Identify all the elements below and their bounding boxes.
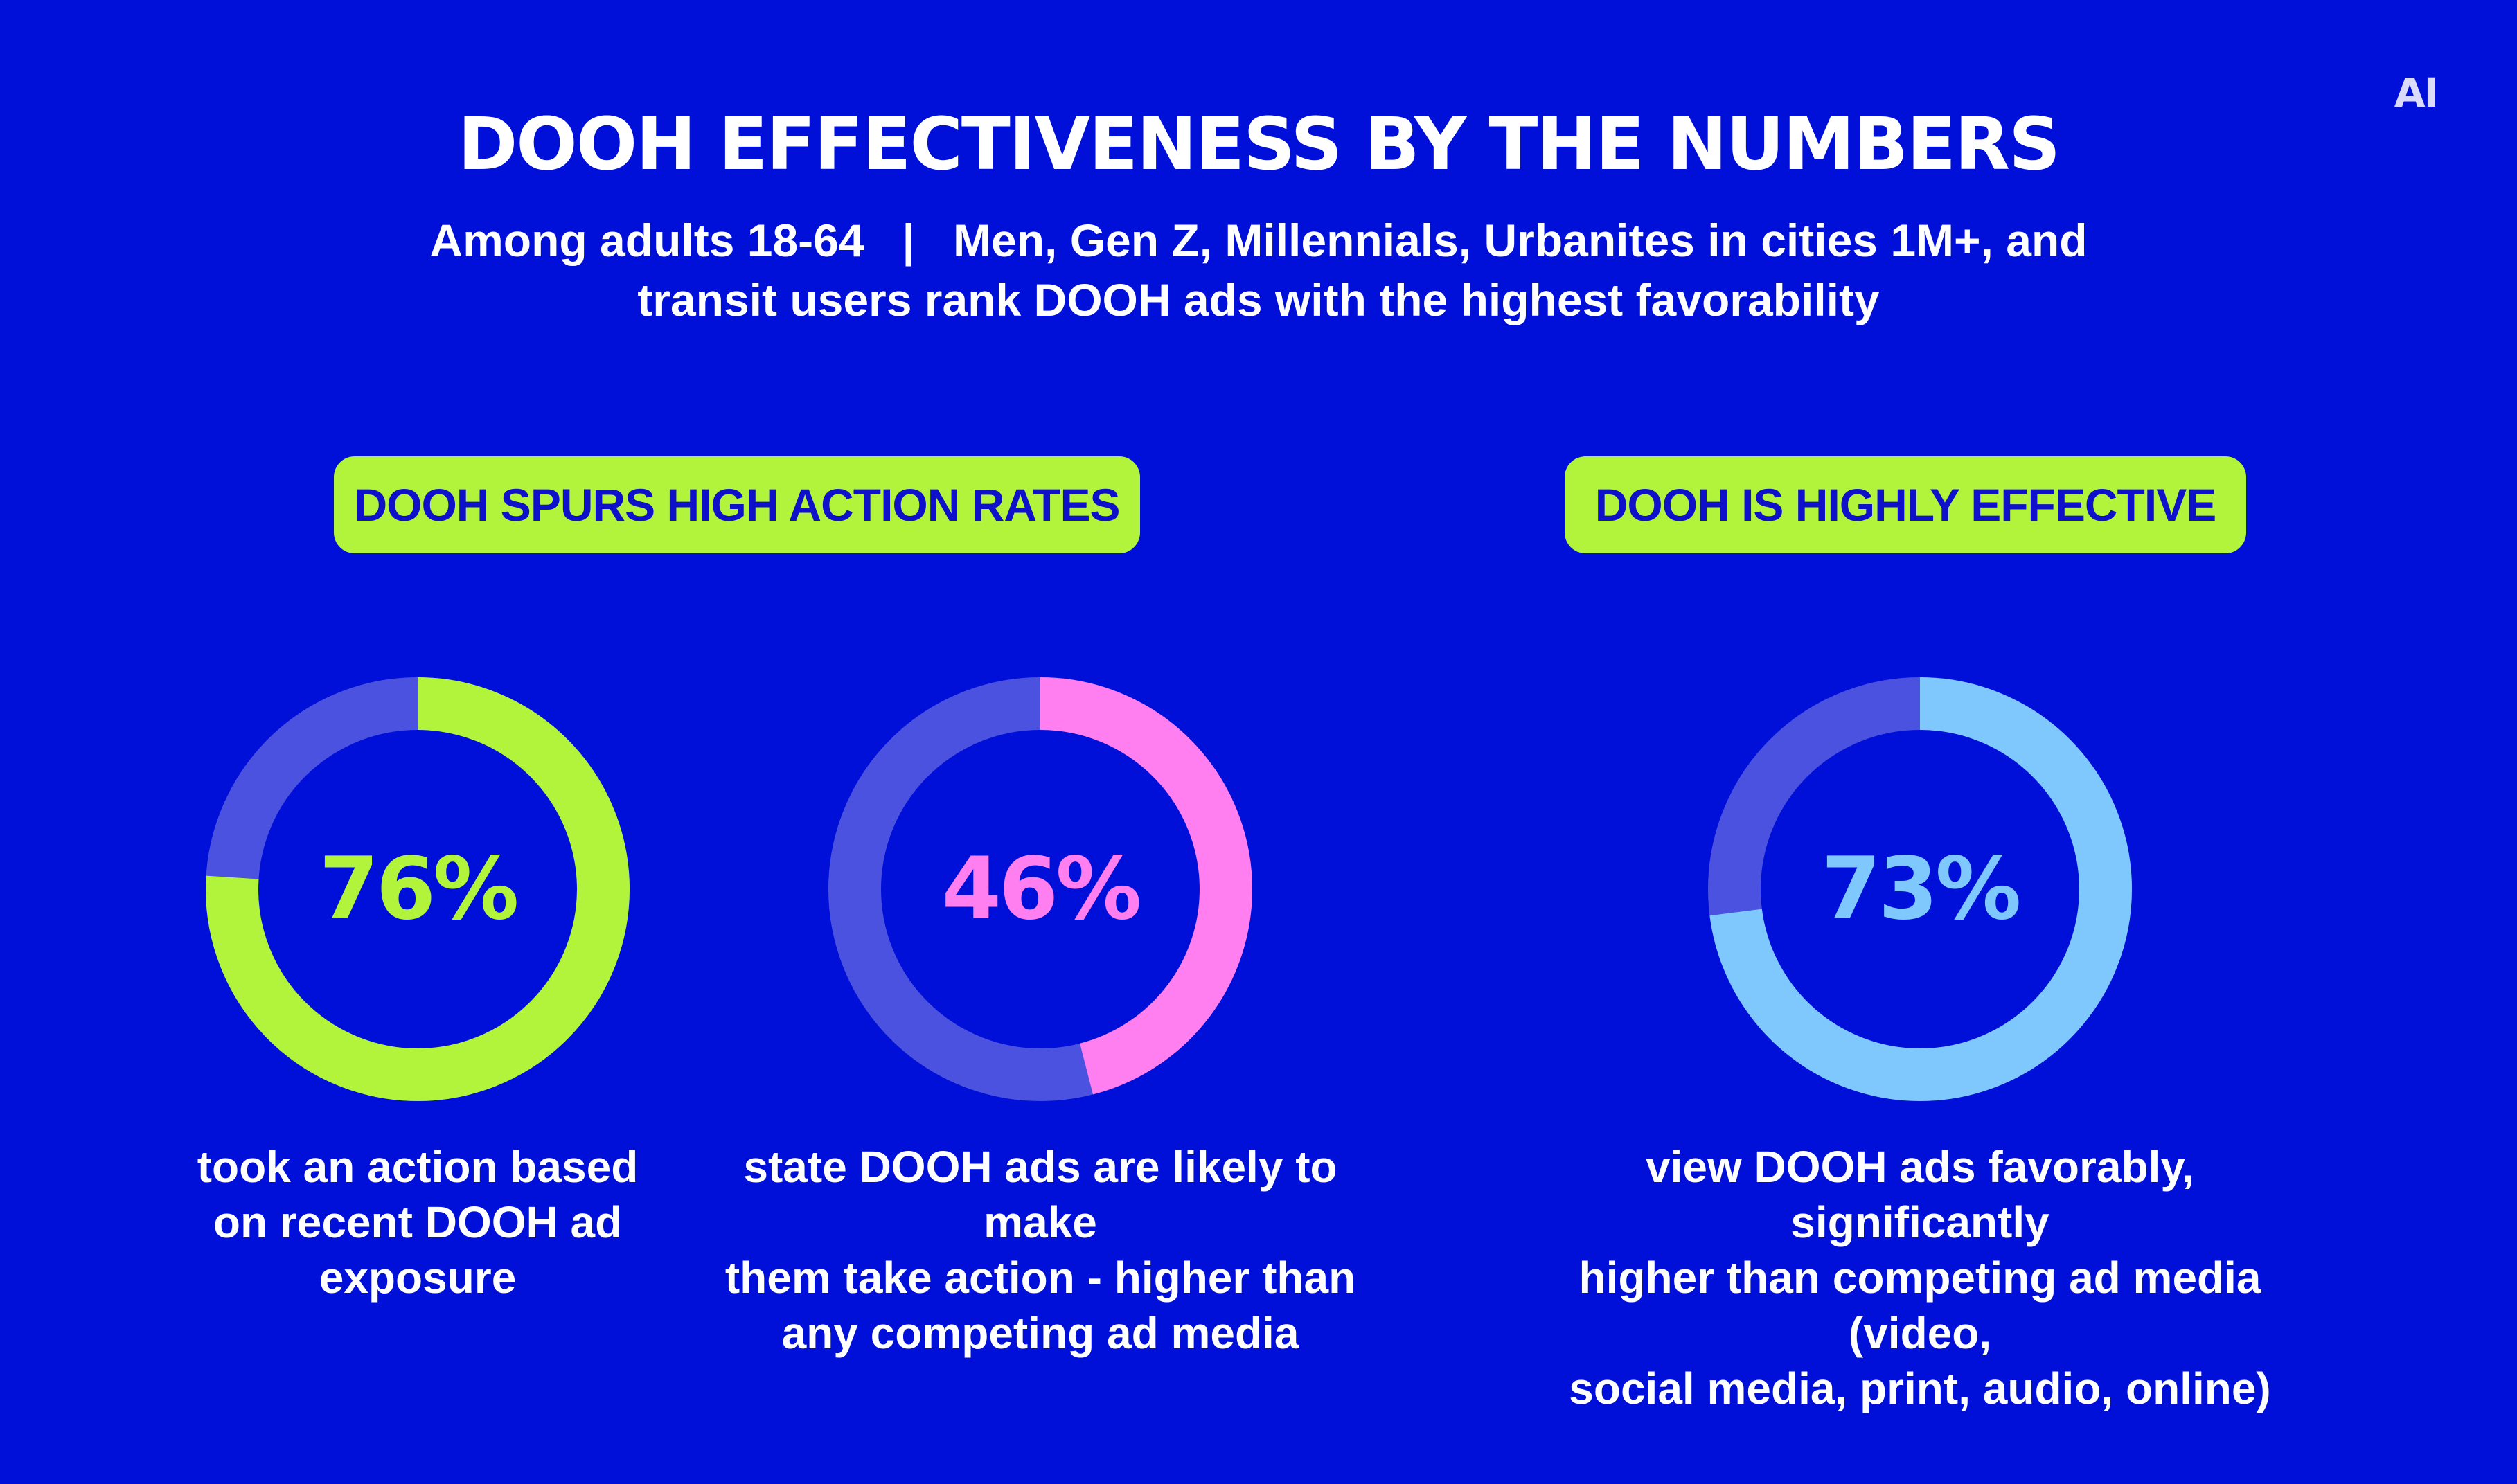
- caption-line: them take action - higher than: [724, 1253, 1356, 1303]
- caption-line: exposure: [319, 1253, 517, 1303]
- donut-svg-action-based: 76%: [206, 677, 630, 1101]
- donut-chart-likely-action: 46%: [826, 674, 1255, 1104]
- caption-line: on recent DOOH ad: [213, 1197, 623, 1247]
- subtitle-line-2: transit users rank DOOH ads with the hig…: [637, 274, 1880, 325]
- donut-value-arc: [828, 677, 1252, 1101]
- page-title: DOOH EFFECTIVENESS BY THE NUMBERS: [457, 102, 2061, 186]
- donut-percent-label: 73%: [1822, 839, 2020, 939]
- section-label-effectiveness: DOOH IS HIGHLY EFFECTIVE: [1565, 456, 2246, 553]
- donut-caption-action-based: took an action based on recent DOOH ad e…: [106, 1139, 729, 1305]
- caption-line: view DOOH ads favorably, significantly: [1646, 1142, 2194, 1247]
- donut-svg-favorability: 73%: [1708, 677, 2132, 1101]
- page-subtitle: Among adults 18-64 | Men, Gen Z, Millenn…: [427, 211, 2090, 330]
- brand-logo: AI: [2394, 69, 2439, 116]
- caption-line: any competing ad media: [781, 1308, 1299, 1358]
- section-label-text: DOOH SPURS HIGH ACTION RATES: [354, 479, 1120, 530]
- donut-value-arc: [1708, 677, 2132, 1101]
- donut-percent-label: 76%: [319, 839, 517, 939]
- caption-line: took an action based: [197, 1142, 639, 1192]
- caption-line: state DOOH ads are likely to make: [743, 1142, 1337, 1247]
- subtitle-line-1: Among adults 18-64 | Men, Gen Z, Millenn…: [429, 215, 2088, 266]
- section-label-text: DOOH IS HIGHLY EFFECTIVE: [1594, 479, 2216, 530]
- donut-chart-favorability: 73%: [1705, 674, 2135, 1104]
- caption-line: higher than competing ad media (video,: [1578, 1253, 2261, 1358]
- donut-percent-label: 46%: [942, 839, 1140, 939]
- donut-chart-action-based: 76%: [203, 674, 632, 1104]
- donut-value-arc: [206, 677, 630, 1101]
- section-label-action-rates: DOOH SPURS HIGH ACTION RATES: [334, 456, 1140, 553]
- donut-caption-favorability: view DOOH ads favorably, significantly h…: [1539, 1139, 2301, 1416]
- donut-svg-likely-action: 46%: [828, 677, 1252, 1101]
- donut-caption-likely-action: state DOOH ads are likely to make them t…: [694, 1139, 1387, 1361]
- caption-line: social media, print, audio, online): [1569, 1364, 2271, 1413]
